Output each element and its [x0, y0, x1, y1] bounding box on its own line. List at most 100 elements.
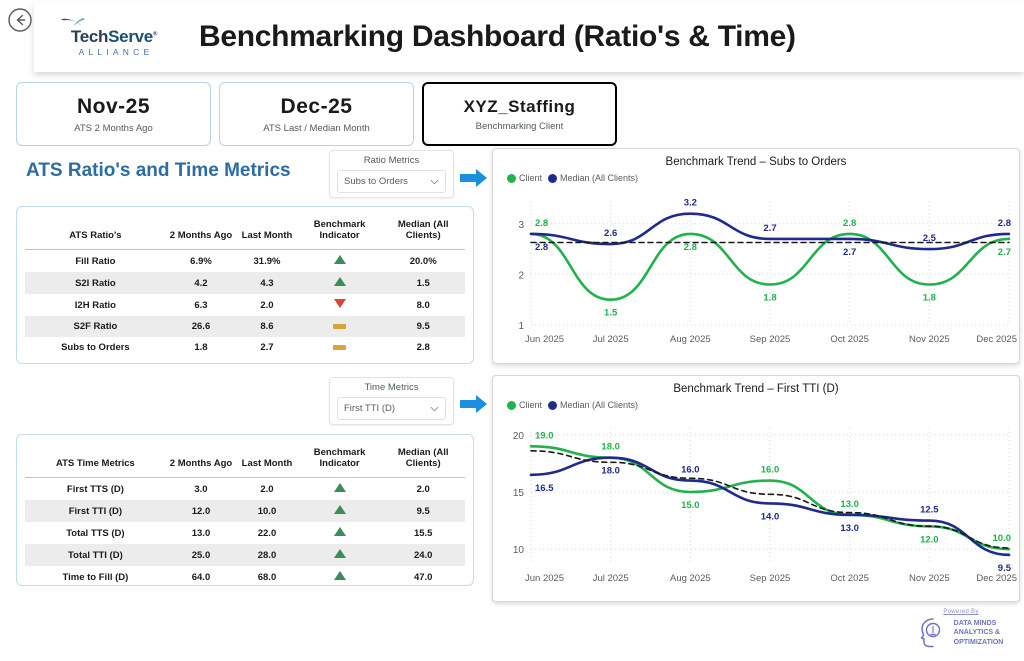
svg-text:2.8: 2.8	[535, 242, 548, 253]
svg-text:13.0: 13.0	[840, 499, 859, 510]
back-arrow-icon	[8, 8, 32, 32]
col-last-month: Last Month	[241, 458, 293, 469]
powered-brand-text: DATA MINDS ANALYTICS & OPTIMIZATION	[954, 619, 1004, 647]
legend-dot-client	[507, 400, 516, 410]
legend-item-median[interactable]: Median (All Clients)	[548, 400, 638, 410]
cell-median: 15.5	[413, 527, 433, 539]
svg-text:12.5: 12.5	[920, 505, 939, 516]
svg-text:12.0: 12.0	[920, 534, 939, 545]
logo-registered-mark: ®	[152, 31, 158, 38]
cell-indicator	[298, 566, 382, 588]
chart-card-first-tti: Benchmark Trend – First TTI (D) Client M…	[492, 375, 1020, 602]
cell-two-months-ago: 3.0	[194, 483, 208, 495]
table-row[interactable]: Fill Ratio 6.9% 31.9% 20.0%	[25, 250, 465, 273]
col-benchmark-indicator: Benchmark Indicator	[313, 219, 366, 241]
table-row[interactable]: Total TTI (D) 25.0 28.0 24.0	[25, 544, 465, 566]
svg-text:3.2: 3.2	[684, 198, 697, 209]
ratio-metrics-slicer[interactable]: Ratio Metrics Subs to Orders	[329, 150, 454, 198]
cell-last-month: 4.3	[260, 277, 274, 289]
legend-dot-median	[548, 173, 558, 183]
svg-text:Jun 2025: Jun 2025	[525, 573, 564, 584]
card-value: Dec-25	[280, 94, 353, 118]
powered-by-logo: Powered By DATA MINDS ANALYTICS & OPTIMI…	[906, 609, 1016, 657]
svg-text:2.8: 2.8	[535, 218, 548, 229]
svg-text:13.0: 13.0	[840, 523, 859, 534]
cell-name: I2H Ratio	[74, 299, 116, 311]
table-header-row: ATS Time Metrics 2 Months Ago Last Month…	[25, 441, 465, 478]
svg-text:Aug 2025: Aug 2025	[670, 334, 711, 345]
svg-text:10.0: 10.0	[993, 533, 1012, 544]
col-last-month: Last Month	[241, 230, 293, 241]
card-subtitle: ATS Last / Median Month	[263, 122, 370, 134]
svg-text:18.0: 18.0	[601, 442, 620, 453]
svg-text:15.0: 15.0	[681, 500, 700, 511]
ratio-metrics-dropdown[interactable]: Subs to Orders	[337, 170, 446, 193]
cell-median: 2.0	[416, 483, 430, 495]
card-value: XYZ_Staffing	[463, 96, 576, 116]
table-row[interactable]: S2I Ratio 4.2 4.3 1.5	[25, 272, 465, 294]
card-two-months-ago[interactable]: Nov-25 ATS 2 Months Ago	[16, 82, 211, 146]
legend-dot-median	[548, 400, 558, 410]
time-selected-value: First TTI (D)	[344, 403, 396, 414]
cell-name: S2F Ratio	[73, 321, 118, 332]
cell-name: Total TTS (D)	[66, 527, 125, 539]
legend-item-client[interactable]: Client	[507, 173, 542, 183]
logo-serve-text: Serve	[108, 27, 153, 46]
legend-item-median[interactable]: Median (All Clients)	[548, 173, 638, 183]
table-row[interactable]: Total TTS (D) 13.0 22.0 15.5	[25, 522, 465, 544]
legend-label-client: Client	[519, 400, 543, 410]
col-median-all-clients: Median (All Clients)	[397, 219, 449, 241]
svg-text:20: 20	[513, 431, 525, 442]
svg-text:Sep 2025: Sep 2025	[750, 573, 791, 584]
table-row[interactable]: I2H Ratio 6.3 2.0 8.0	[25, 294, 465, 316]
ratio-table-body: Fill Ratio 6.9% 31.9% 20.0% S2I Ratio 4.…	[25, 250, 465, 359]
table-row[interactable]: S2F Ratio 26.6 8.6 9.5	[25, 316, 465, 337]
table-row[interactable]: First TTI (D) 12.0 10.0 9.5	[25, 500, 465, 522]
svg-text:1: 1	[518, 321, 524, 332]
cell-two-months-ago: 1.8	[194, 342, 208, 353]
back-button[interactable]	[5, 5, 35, 35]
col-benchmark-indicator: Benchmark Indicator	[313, 447, 366, 469]
cell-median: 9.5	[416, 505, 430, 517]
col-time-metric-name: ATS Time Metrics	[55, 458, 135, 469]
card-last-median-month[interactable]: Dec-25 ATS Last / Median Month	[219, 82, 414, 146]
chevron-down-icon	[430, 179, 439, 184]
svg-text:Nov 2025: Nov 2025	[909, 334, 950, 345]
card-benchmarking-client[interactable]: XYZ_Staffing Benchmarking Client	[422, 82, 617, 146]
svg-text:Oct 2025: Oct 2025	[830, 573, 869, 584]
logo-alliance-text: ALLIANCE	[78, 47, 154, 57]
cell-indicator	[298, 250, 382, 273]
flat-bar-icon	[333, 344, 347, 350]
ratio-flow-arrow-icon	[460, 169, 487, 187]
cell-median: 8.0	[416, 299, 430, 311]
time-metrics-slicer[interactable]: Time Metrics First TTI (D)	[329, 377, 454, 425]
cell-last-month: 8.6	[260, 321, 274, 332]
cell-indicator	[298, 316, 382, 337]
flat-bar-icon	[333, 323, 347, 329]
chart-legend: Client Median (All Clients)	[493, 168, 1019, 183]
cell-two-months-ago: 26.6	[191, 321, 211, 332]
col-two-months-ago: 2 Months Ago	[169, 458, 233, 469]
table-row[interactable]: Time to Fill (D) 64.0 68.0 47.0	[25, 566, 465, 588]
cell-last-month: 10.0	[257, 505, 277, 517]
chart-plot-area: 10 15 20 Jun 2025 Jul 2025 Aug 2025 Sep 2025 Oc…	[493, 410, 1019, 590]
triangle-up-icon	[333, 549, 346, 558]
svg-text:2.7: 2.7	[998, 247, 1011, 258]
bird-swoosh-icon	[60, 17, 85, 27]
svg-text:10: 10	[513, 545, 525, 556]
svg-text:Jul 2025: Jul 2025	[593, 573, 629, 584]
table-row[interactable]: Subs to Orders 1.8 2.7 2.8	[25, 337, 465, 358]
legend-item-client[interactable]: Client	[507, 400, 542, 410]
cell-last-month: 2.7	[260, 342, 274, 353]
time-metrics-dropdown[interactable]: First TTI (D)	[337, 397, 446, 420]
cell-median: 1.5	[416, 277, 430, 289]
svg-text:Dec 2025: Dec 2025	[976, 573, 1017, 584]
legend-dot-client	[507, 173, 516, 183]
svg-text:14.0: 14.0	[761, 511, 780, 522]
chart-plot-area: 1 2 3 Jun 2025 Jul 2025 Aug 2025 Sep 2025 Oct 2…	[493, 183, 1019, 351]
table-row[interactable]: First TTS (D) 3.0 2.0 2.0	[25, 478, 465, 501]
cell-last-month: 28.0	[257, 549, 277, 561]
table-header-row: ATS Ratio's 2 Months Ago Last Month Benc…	[25, 213, 465, 250]
cell-two-months-ago: 4.2	[194, 277, 208, 289]
